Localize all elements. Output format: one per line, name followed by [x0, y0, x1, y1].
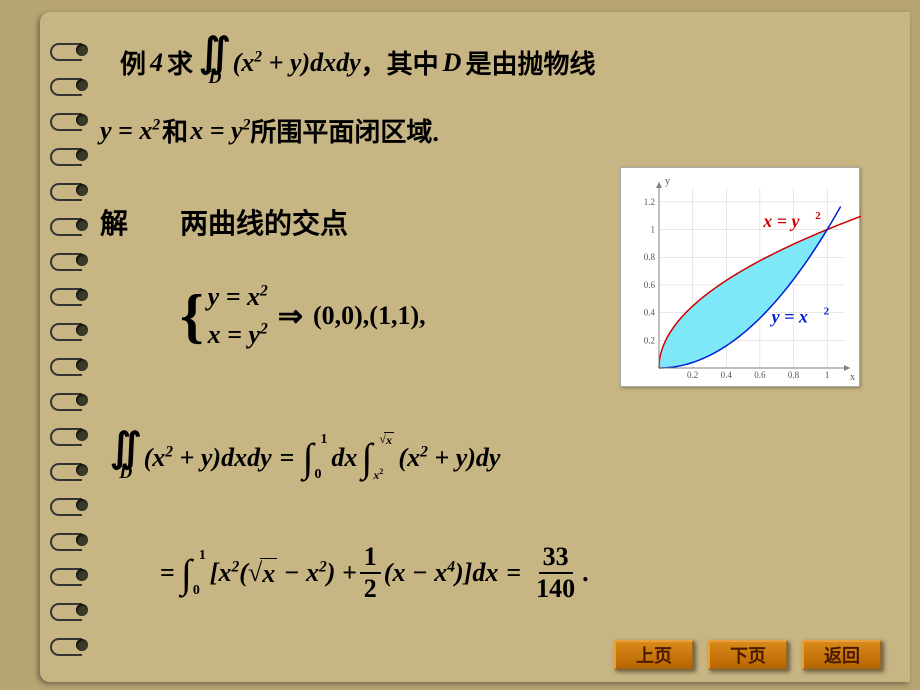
svg-text:2: 2 [824, 305, 830, 317]
next-page-button[interactable]: 下页 [708, 640, 788, 670]
svg-text:0.8: 0.8 [788, 370, 800, 380]
intersections-label: 两曲线的交点 [180, 202, 348, 242]
result-fraction: 33 140 [532, 542, 579, 604]
system-and-points: { y = x2 x = y2 ⇒ (0,0) , (1,1), [180, 282, 426, 350]
eq1: = [280, 443, 295, 473]
sys-eq2: x = y2 [208, 320, 268, 350]
double-integral-symbol: ∬ D [199, 37, 231, 88]
tail1: ，其中 [361, 44, 439, 81]
svg-text:0.8: 0.8 [644, 252, 656, 262]
example-number: 4 [150, 48, 163, 78]
outer-integral: ∫01 [302, 434, 313, 481]
implies-arrow: ⇒ [278, 299, 303, 334]
svg-text:0.6: 0.6 [644, 280, 656, 290]
chart-svg: 0.2 0.4 0.6 0.8 1 0.2 0.4 0.6 0.8 1 1.2 x y x = y 2 y =… [621, 168, 861, 388]
verb-find: 求 [167, 44, 193, 81]
sys-eq1: y = x2 [208, 282, 268, 312]
page-background: 例 4 求 ∬ D (x2 + y)dxdy ，其中 D 是由抛物线 y = x… [40, 12, 910, 682]
computation-step-1: ∬ D (x2 + y)dxdy = ∫01 dx ∫x2√x (x2 + y)… [110, 432, 500, 483]
svg-text:y = x: y = x [770, 306, 808, 326]
svg-text:0.6: 0.6 [754, 370, 766, 380]
result-period: . [582, 558, 589, 588]
half-fraction: 1 2 [360, 542, 381, 604]
solution-heading: 解 [100, 202, 128, 242]
svg-text:1: 1 [825, 370, 830, 380]
integrand: (x2 + y)dxdy [233, 48, 361, 78]
eq2b: = [506, 558, 521, 588]
inner-integral: ∫x2√x [361, 434, 372, 481]
svg-text:x: x [850, 372, 855, 383]
spiral-binding [58, 32, 98, 662]
svg-text:2: 2 [815, 210, 821, 222]
svg-text:y: y [665, 176, 670, 187]
problem-line-1: 例 4 求 ∬ D (x2 + y)dxdy ，其中 D 是由抛物线 [120, 37, 595, 88]
svg-text:1.2: 1.2 [644, 197, 655, 207]
svg-text:0.4: 0.4 [644, 308, 656, 318]
svg-text:0.2: 0.2 [644, 335, 655, 345]
tail2: 是由抛物线 [465, 44, 595, 81]
example-label: 例 [120, 50, 146, 79]
tail3: 所围平面闭区域. [250, 112, 439, 149]
svg-text:x = y: x = y [762, 211, 800, 231]
problem-line-2: y = x2 和 x = y2 所围平面闭区域. [100, 112, 439, 149]
back-button[interactable]: 返回 [802, 640, 882, 670]
computation-step-2: = ∫01 [x2(√x − x2) + 1 2 (x − x4)]dx = 3… [160, 542, 589, 604]
equation-system: { y = x2 x = y2 [180, 282, 268, 350]
region-sub: D [208, 67, 221, 88]
nav-buttons: 上页 下页 返回 [614, 640, 882, 670]
svg-text:0.4: 0.4 [721, 370, 733, 380]
prev-page-button[interactable]: 上页 [614, 640, 694, 670]
iint-step1: ∬ D [110, 432, 142, 483]
point-2: (1,1), [369, 301, 425, 331]
slide-content: 例 4 求 ∬ D (x2 + y)dxdy ，其中 D 是由抛物线 y = x… [100, 22, 890, 662]
and-text: 和 [162, 112, 188, 149]
point-1: (0,0) [313, 301, 363, 331]
eq2a: = [160, 558, 175, 588]
svg-text:1: 1 [651, 225, 656, 235]
region-D: D [443, 48, 462, 78]
final-integral: ∫01 [181, 550, 192, 597]
region-chart: 0.2 0.4 0.6 0.8 1 0.2 0.4 0.6 0.8 1 1.2 x y x = y 2 y =… [620, 167, 860, 387]
svg-text:0.2: 0.2 [687, 370, 698, 380]
